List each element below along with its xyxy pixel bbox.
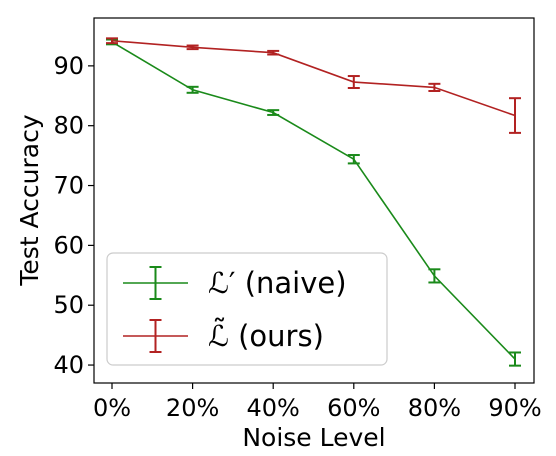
error-bar	[509, 351, 521, 367]
legend-label: ℒ′ (naive)	[208, 266, 347, 300]
legend: ℒ′ (naive) ℒ̃ (ours)	[106, 252, 388, 366]
y-axis: 40 50 60 70 80 90	[53, 52, 94, 379]
y-tick-label: 80	[53, 112, 84, 140]
series-layer	[106, 37, 521, 367]
x-tick-label: 40%	[247, 394, 300, 422]
x-tick-label: 0%	[93, 394, 131, 422]
x-axis-label: Noise Level	[242, 423, 385, 452]
x-tick-label: 90%	[488, 394, 541, 422]
series-1	[106, 38, 521, 367]
error-bar	[428, 268, 441, 284]
error-bar	[347, 154, 360, 165]
error-bar	[186, 85, 199, 94]
error-bar	[509, 97, 521, 134]
y-axis-label: Test Accuracy	[15, 114, 44, 287]
y-tick-label: 60	[53, 231, 84, 259]
legend-label: ℒ̃ (ours)	[208, 319, 324, 353]
error-bar	[186, 44, 199, 51]
legend-item-1: ℒ′ (naive)	[123, 266, 347, 300]
legend-box	[106, 252, 388, 366]
error-bar	[106, 37, 118, 45]
x-tick-label: 60%	[327, 394, 380, 422]
y-tick-label: 90	[53, 52, 84, 80]
error-bar	[267, 109, 280, 116]
y-tick-label: 70	[53, 172, 84, 200]
y-tick-label: 40	[53, 351, 84, 379]
y-tick-label: 50	[53, 291, 84, 319]
series-line	[111, 39, 516, 117]
error-bar	[428, 82, 441, 92]
x-tick-label: 80%	[408, 394, 461, 422]
error-bar	[347, 75, 360, 90]
x-tick-label: 20%	[166, 394, 219, 422]
error-bar	[267, 49, 280, 56]
x-axis: 0% 20% 40% 60% 80% 90%	[93, 383, 542, 422]
series-line	[111, 41, 516, 360]
legend-item-2: ℒ̃ (ours)	[123, 319, 324, 353]
series-2	[106, 37, 521, 134]
